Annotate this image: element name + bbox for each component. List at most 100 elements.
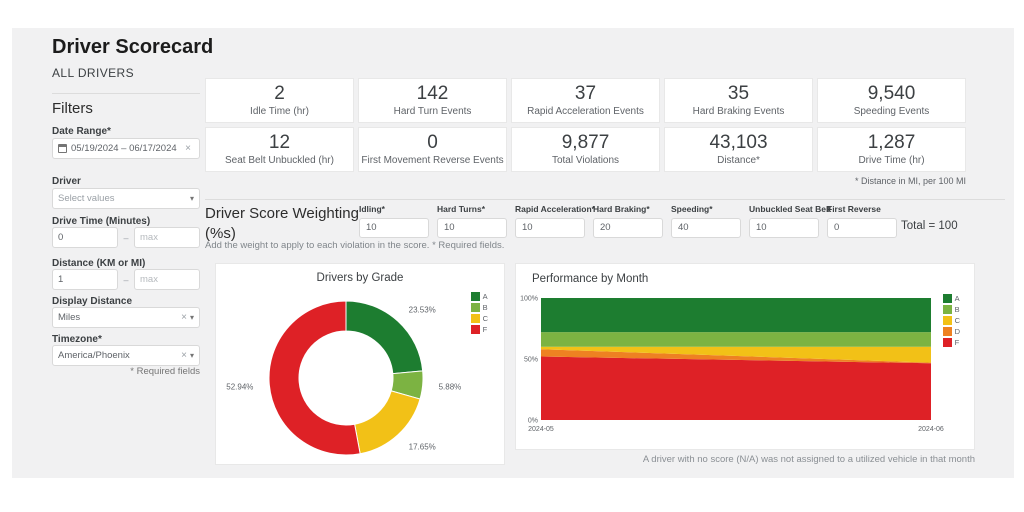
kpi-label: Total Violations [551,154,620,166]
month-legend-item-C: C [942,316,960,325]
donut-slice-label: 23.53% [409,305,436,314]
y-axis-tick-label: 100% [520,296,538,303]
kpi-label: Drive Time (hr) [858,154,925,166]
date-range-label: Date Range* [52,126,111,137]
dashboard-panel: Driver Scorecard ALL DRIVERS Filters Dat… [12,28,1014,478]
driver-chevron-down-icon[interactable]: ▾ [189,194,194,203]
drive-time-min-input[interactable] [52,227,118,248]
legend-label: A [954,294,960,303]
kpi-label: Hard Turn Events [393,105,472,117]
kpi-value: 142 [416,83,449,105]
legend-label: C [954,316,960,325]
hard-braking-weight-input[interactable] [593,217,663,238]
weighting-field-label: Speeding* [671,204,713,214]
page-title: Driver Scorecard [52,36,214,58]
rapid-acceleration-weight-input[interactable] [515,217,585,238]
x-axis-tick-label: 2024-06 [918,426,944,433]
date-range-input[interactable]: 05/19/2024 – 06/17/2024 × [52,138,200,159]
kpi-value: 37 [574,83,597,105]
driver-label: Driver [52,176,81,187]
area-band-F [541,356,931,420]
kpi-label: Rapid Acceleration Events [527,105,644,117]
weighting-field-label: Rapid Acceleration* [515,204,595,214]
kpi-card-total-violations: 9,877 Total Violations [511,127,660,172]
sidebar-divider [52,93,200,94]
first-reverse-weight-input[interactable] [827,217,897,238]
timezone-clear-icon[interactable]: × [181,350,187,361]
section-divider [205,199,1005,200]
weighting-title: Driver Score Weighting (%s) [205,205,359,242]
distance-max-input[interactable] [134,269,200,290]
drive-time-range: – [52,227,200,248]
display-distance-clear-icon[interactable]: × [181,312,187,323]
kpi-card-speeding: 9,540 Speeding Events [817,78,966,123]
kpi-label: Seat Belt Unbuckled (hr) [225,154,334,166]
weighting-total: Total = 100 [901,220,958,232]
date-range-value: 05/19/2024 – 06/17/2024 [71,143,177,154]
legend-label: F [954,338,960,347]
grade-legend-item-C: C [470,314,488,323]
kpi-value: 43,103 [709,132,768,154]
kpi-value: 2 [274,83,285,105]
legend-swatch [470,292,480,301]
distance-footnote: * Distance in MI, per 100 MI [854,176,966,186]
performance-by-month-title: Performance by Month [532,273,649,285]
area-band-A [541,298,931,333]
weighting-fields: Idling* Hard Turns* Rapid Acceleration* … [359,204,905,238]
performance-by-month-area: 100% 50% 0%2024-05 2024-06 [520,296,944,434]
donut-slice-label: 5.88% [439,383,462,392]
legend-swatch [942,327,952,336]
legend-label: B [954,305,960,314]
kpi-value: 35 [727,83,750,105]
drivers-by-grade-donut: 23.53% 5.88% 17.65% 52.94% [226,300,462,456]
area-band-B [541,332,931,347]
month-legend-item-F: F [942,338,960,347]
weighting-field-unbuckled-seat-belt: Unbuckled Seat Belt [749,204,831,238]
weighting-field-hard-braking: Hard Braking* [593,204,663,238]
kpi-label: Hard Braking Events [692,105,785,117]
calendar-icon [58,144,67,153]
timezone-select[interactable]: America/Phoenix × ▾ [52,345,200,366]
drive-time-max-input[interactable] [134,227,200,248]
month-legend-item-A: A [942,294,960,303]
weighting-hint: Add the weight to apply to each violatio… [205,240,505,251]
idling-weight-input[interactable] [359,217,429,238]
kpi-label: Distance* [717,154,760,166]
no-score-footnote: A driver with no score (N/A) was not ass… [642,454,975,465]
weighting-field-idling: Idling* [359,204,429,238]
grade-legend-item-F: F [470,325,488,334]
month-legend-item-B: B [942,305,960,314]
x-axis-tick-label: 2024-05 [528,426,554,433]
distance-label: Distance (KM or MI) [52,258,146,269]
weighting-field-label: Hard Turns* [437,204,486,214]
speeding-weight-input[interactable] [671,217,741,238]
display-distance-chevron-down-icon[interactable]: ▾ [189,313,194,322]
weighting-field-label: Idling* [359,204,385,214]
kpi-card-distance: 43,103 Distance* [664,127,813,172]
unbuckled-seat-belt-weight-input[interactable] [749,217,819,238]
y-axis-tick-label: 50% [524,357,538,364]
kpi-card-drive-time: 1,287 Drive Time (hr) [817,127,966,172]
y-axis-tick-label: 0% [528,418,538,425]
kpi-card-rapid-acceleration: 37 Rapid Acceleration Events [511,78,660,123]
driver-select[interactable]: Select values ▾ [52,188,200,209]
kpi-grid: 2 Idle Time (hr) 142 Hard Turn Events 37… [205,78,966,172]
legend-swatch [942,316,952,325]
distance-min-input[interactable] [52,269,118,290]
display-distance-select[interactable]: Miles × ▾ [52,307,200,328]
drive-time-label: Drive Time (Minutes) [52,216,151,227]
date-range-clear-icon[interactable]: × [185,143,191,154]
display-distance-label: Display Distance [52,296,133,307]
kpi-card-hard-braking: 35 Hard Braking Events [664,78,813,123]
kpi-value: 12 [268,132,291,154]
timezone-chevron-down-icon[interactable]: ▾ [189,351,194,360]
weighting-field-first-reverse: First Reverse [827,204,897,238]
legend-swatch [942,305,952,314]
weighting-field-label: Hard Braking* [593,204,650,214]
grade-legend-item-B: B [470,303,488,312]
hard-turns-weight-input[interactable] [437,217,507,238]
kpi-value: 9,540 [867,83,916,105]
kpi-value: 9,877 [561,132,610,154]
